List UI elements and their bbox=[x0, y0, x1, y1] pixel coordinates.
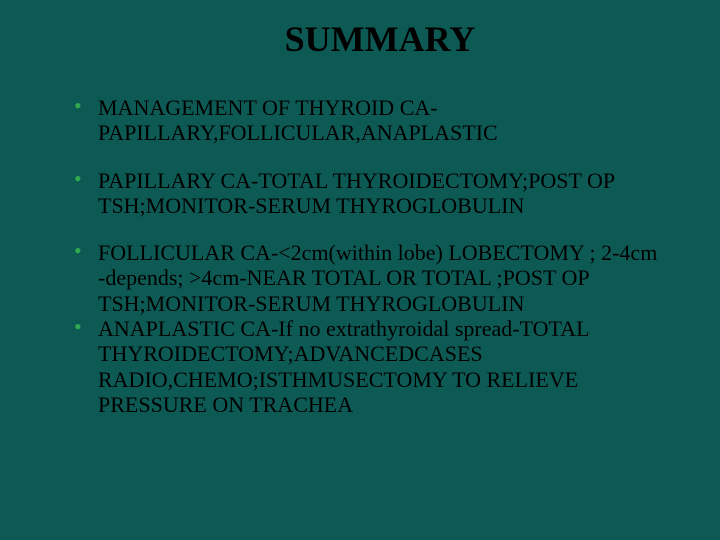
list-item: MANAGEMENT OF THYROID CA-PAPILLARY,FOLLI… bbox=[70, 95, 670, 146]
list-item: FOLLICULAR CA-<2cm(within lobe) LOBECTOM… bbox=[70, 240, 670, 316]
list-item: PAPILLARY CA-TOTAL THYROIDECTOMY;POST OP… bbox=[70, 168, 670, 219]
slide: SUMMARY MANAGEMENT OF THYROID CA-PAPILLA… bbox=[0, 0, 720, 540]
bullet-text: MANAGEMENT OF THYROID CA-PAPILLARY,FOLLI… bbox=[98, 95, 498, 145]
bullet-text: FOLLICULAR CA-<2cm(within lobe) LOBECTOM… bbox=[98, 240, 657, 316]
bullet-text: ANAPLASTIC CA-If no extrathyroidal sprea… bbox=[98, 316, 589, 417]
slide-title: SUMMARY bbox=[140, 18, 620, 60]
list-item: ANAPLASTIC CA-If no extrathyroidal sprea… bbox=[70, 316, 670, 417]
bullet-text: PAPILLARY CA-TOTAL THYROIDECTOMY;POST OP… bbox=[98, 168, 614, 218]
bullet-list: MANAGEMENT OF THYROID CA-PAPILLARY,FOLLI… bbox=[70, 95, 670, 417]
